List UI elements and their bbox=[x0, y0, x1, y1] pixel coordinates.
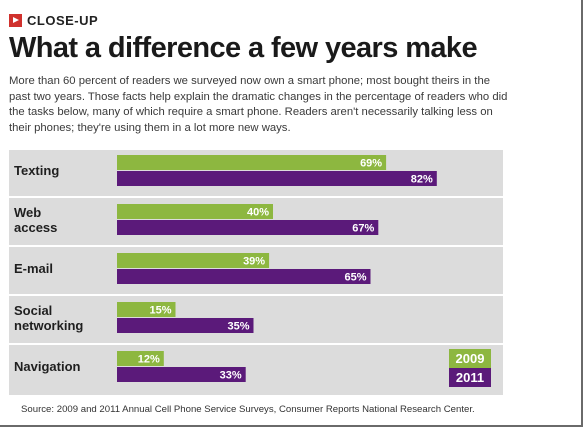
bar-2011-navigation bbox=[117, 367, 246, 382]
bar-2009-texting bbox=[117, 155, 387, 170]
bar-2011-social-networking bbox=[117, 318, 254, 333]
data-label-2009-texting: 69% bbox=[360, 158, 382, 170]
category-label-texting: Texting bbox=[14, 163, 60, 178]
chart-panel: 69% 82% 40% 67% 39% 65% 15% 35% 12% 33% bbox=[9, 150, 503, 395]
bar-2009-e-mail bbox=[117, 253, 270, 268]
legend-2011: 2011 bbox=[449, 368, 491, 387]
data-label-2009-social-networking: 15% bbox=[149, 305, 171, 317]
legend-2009: 2009 bbox=[449, 349, 491, 368]
bar-2009-web-access bbox=[117, 204, 273, 219]
section-tag: CLOSE-UP bbox=[9, 13, 98, 28]
bar-2011-e-mail bbox=[117, 269, 371, 284]
bar-chart: 69% 82% 40% 67% 39% 65% 15% 35% 12% 33% bbox=[9, 155, 503, 382]
source-note: Source: 2009 and 2011 Annual Cell Phone … bbox=[21, 404, 475, 415]
data-label-2011-e-mail: 65% bbox=[344, 272, 366, 284]
bar-2009-social-networking bbox=[117, 302, 176, 317]
data-label-2011-web-access: 67% bbox=[352, 223, 374, 235]
category-label-web-access: Web access bbox=[14, 204, 58, 235]
category-label-navigation: Navigation bbox=[14, 359, 81, 374]
category-label-e-mail: E-mail bbox=[14, 261, 54, 276]
bar-2011-web-access bbox=[117, 220, 379, 235]
arrow-right-icon bbox=[9, 14, 22, 27]
bar-2009-navigation bbox=[117, 351, 164, 366]
data-label-2011-texting: 82% bbox=[411, 174, 433, 186]
intro-paragraph: More than 60 percent of readers we surve… bbox=[9, 75, 508, 134]
category-label-social-networking: Social networking bbox=[14, 302, 84, 333]
section-label: CLOSE-UP bbox=[27, 13, 99, 28]
data-label-2011-social-networking: 35% bbox=[227, 321, 249, 333]
data-label-2009-web-access: 40% bbox=[247, 207, 269, 219]
headline: What a difference a few years make bbox=[9, 32, 478, 64]
bar-2011-texting bbox=[117, 171, 437, 186]
data-label-2011-navigation: 33% bbox=[220, 370, 242, 382]
data-label-2009-e-mail: 39% bbox=[243, 256, 265, 268]
data-label-2009-navigation: 12% bbox=[138, 354, 160, 366]
